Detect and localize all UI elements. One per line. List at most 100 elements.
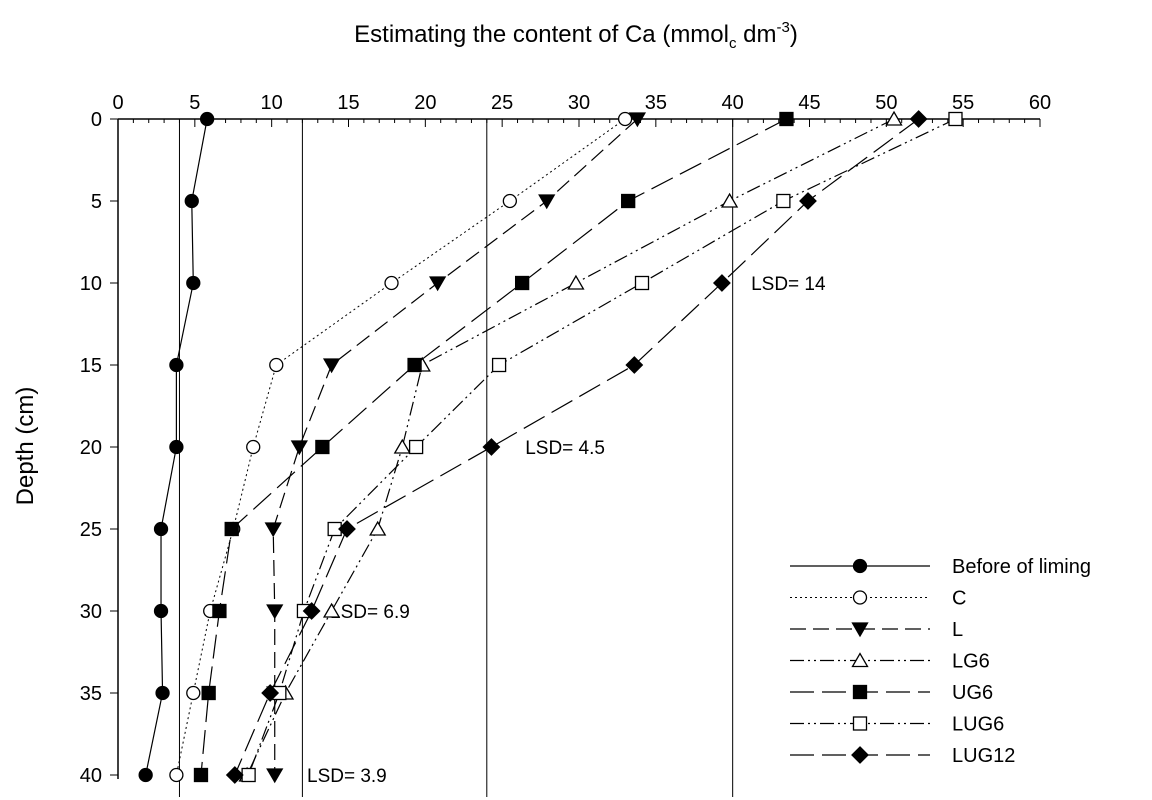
legend-label: LUG12 <box>952 745 1015 767</box>
data-point <box>712 274 731 292</box>
x-tick-label: 35 <box>645 92 667 114</box>
data-point <box>193 767 209 783</box>
data-point <box>369 520 387 536</box>
x-tick-label: 10 <box>261 92 283 114</box>
legend-label: C <box>952 588 966 610</box>
chart-title: Estimating the content of Ca (mmolc dm-3… <box>354 19 798 52</box>
x-tick-label: 25 <box>491 92 513 114</box>
data-point <box>169 357 184 373</box>
data-point <box>290 440 308 456</box>
y-tick-label: 15 <box>80 355 102 377</box>
data-point <box>628 112 647 128</box>
data-point <box>617 111 633 127</box>
legend-marker <box>851 622 869 638</box>
lsd-label: LSD= 6.9 <box>330 602 410 623</box>
y-tick-label: 35 <box>80 683 102 705</box>
data-point <box>153 603 169 619</box>
data-point <box>885 110 903 126</box>
data-point <box>225 766 244 784</box>
data-point <box>407 357 422 373</box>
legend-marker <box>852 684 868 700</box>
lsd-label: LSD= 14 <box>751 274 826 295</box>
series-4 <box>193 111 794 783</box>
data-point <box>264 522 282 538</box>
lsd-lines: LSD= 3.9 LSD= 6.9 LSD= 4.5 LSD= 14 <box>178 119 826 797</box>
legend-marker <box>852 716 868 731</box>
x-tick-label: 0 <box>112 92 123 114</box>
legend-label: LUG6 <box>952 714 1004 736</box>
data-point <box>948 111 963 127</box>
series-group <box>138 110 963 784</box>
legend-marker <box>851 746 869 764</box>
data-point <box>302 602 321 620</box>
data-point <box>322 602 341 618</box>
series-line <box>246 118 895 776</box>
lsd-label: LSD= 4.5 <box>525 438 605 459</box>
lsd-label: LSD= 3.9 <box>307 766 387 787</box>
data-point <box>538 194 556 210</box>
data-point <box>567 274 585 290</box>
x-tick-label: 15 <box>337 92 359 114</box>
data-point <box>315 439 330 455</box>
x-tick-label: 5 <box>189 92 200 114</box>
data-point <box>491 357 507 373</box>
data-point <box>169 767 184 783</box>
y-axis-label: Depth (cm) <box>12 387 39 506</box>
data-point <box>393 438 411 454</box>
y-tick-label: 0 <box>91 109 102 131</box>
data-point <box>634 275 650 291</box>
series-line <box>234 118 919 776</box>
data-point <box>779 111 794 127</box>
x-tick-label: 55 <box>952 92 974 114</box>
y-tick-label: 10 <box>80 273 102 295</box>
data-point <box>408 439 424 455</box>
data-point <box>514 275 530 291</box>
data-point <box>186 275 201 291</box>
data-point <box>625 356 644 374</box>
data-point <box>224 521 239 537</box>
legend: Before of liming CL LG6 UG6 LUG6 LUG12 <box>790 556 1091 767</box>
series-0 <box>138 111 215 783</box>
legend-label: LG6 <box>952 651 990 673</box>
data-point <box>155 685 170 701</box>
legend-label: UG6 <box>952 682 993 704</box>
data-point <box>184 193 199 209</box>
data-point <box>482 438 501 456</box>
data-point <box>799 192 817 210</box>
data-point <box>266 768 284 784</box>
x-tick-label: 50 <box>875 92 897 114</box>
data-point <box>338 520 356 538</box>
x-tick-label: 40 <box>722 92 744 114</box>
legend-marker <box>852 590 868 605</box>
y-tick-label: 5 <box>91 191 102 213</box>
data-point <box>201 685 216 701</box>
data-point <box>153 521 169 537</box>
x-tick-label: 20 <box>414 92 436 114</box>
data-point <box>186 685 201 701</box>
data-point <box>502 193 518 209</box>
series-6 <box>225 110 928 784</box>
y-tick-label: 30 <box>80 601 102 623</box>
y-tick-label: 20 <box>80 437 102 459</box>
data-point <box>429 276 447 292</box>
x-tick-label: 60 <box>1029 92 1051 114</box>
data-point <box>246 439 261 455</box>
axes: 0 5 10 15 20 25 30 35 40 45 50 55 60 0 5 10 15 20 25 30 35 40 <box>80 92 1051 787</box>
data-point <box>776 193 791 209</box>
data-point <box>720 192 739 208</box>
y-tick-label: 40 <box>80 765 102 787</box>
legend-label: Before of liming <box>952 556 1091 578</box>
data-point <box>621 193 636 209</box>
data-point <box>384 275 399 291</box>
data-point <box>261 684 280 702</box>
series-line <box>272 118 638 775</box>
data-point <box>138 767 153 783</box>
data-point <box>909 110 928 128</box>
data-point <box>169 439 184 455</box>
data-point <box>241 767 256 783</box>
legend-label: L <box>952 619 963 641</box>
legend-marker <box>852 558 868 574</box>
x-tick-label: 45 <box>798 92 820 114</box>
legend-marker <box>851 652 869 668</box>
